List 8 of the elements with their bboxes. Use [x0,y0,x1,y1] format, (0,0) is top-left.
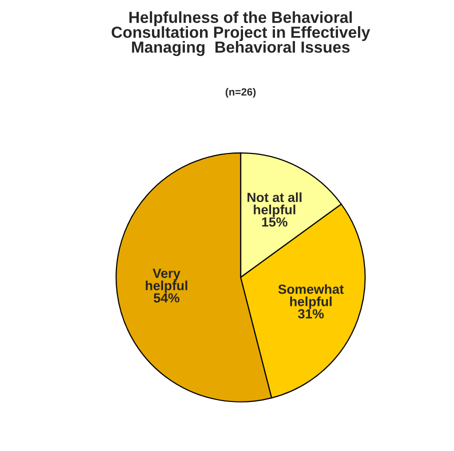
data-label: 31% [298,309,324,319]
data-label: 15% [262,217,288,227]
chart-title: Helpfulness of the Behavioral Consultation Project in Effectively Managing Behavioral Issues [112,11,370,56]
data-label: 54% [154,293,180,303]
slice-label: Somewhat helpful [278,284,344,309]
chart-subtitle: (n=26) [226,88,256,98]
slice-label: Very helpful [146,268,188,293]
slice-label: Not at all helpful [248,192,302,217]
